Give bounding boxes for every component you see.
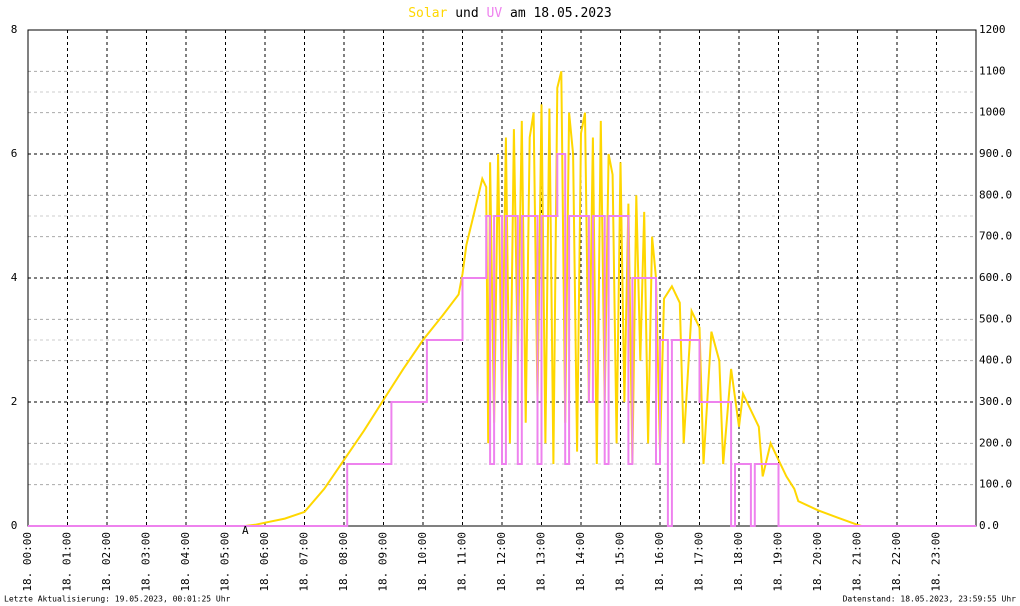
title-solar: Solar: [408, 6, 447, 21]
x-tick-label: 18. 10:00: [416, 532, 429, 592]
x-tick-label: 18. 21:00: [851, 532, 864, 592]
y2-tick-label: 200.0: [979, 436, 1012, 449]
y2-tick-label: 1100: [979, 64, 1006, 77]
y2-tick-label: 400.0: [979, 354, 1012, 367]
y2-tick-label: 500.0: [979, 312, 1012, 325]
x-tick-label: 18. 22:00: [890, 532, 903, 592]
annotation: A: [242, 524, 249, 537]
y2-tick-label: 100.0: [979, 478, 1012, 491]
x-tick-label: 18. 11:00: [456, 532, 469, 592]
series-line: [28, 153, 976, 527]
x-tick-label: 18. 15:00: [614, 532, 627, 592]
x-tick-label: 18. 19:00: [772, 532, 785, 592]
title-und: und: [455, 6, 478, 21]
y2-tick-label: 600.0: [979, 271, 1012, 284]
y-tick-label: 0: [11, 519, 18, 532]
x-tick-label: 18. 18:00: [732, 532, 745, 592]
y-tick-label: 2: [11, 395, 18, 408]
y-tick-label: 4: [11, 271, 18, 284]
x-tick-label: 18. 16:00: [653, 532, 666, 592]
x-tick-label: 18. 01:00: [61, 532, 74, 592]
x-tick-label: 18. 14:00: [574, 532, 587, 592]
x-tick-label: 18. 08:00: [337, 532, 350, 592]
x-tick-label: 18. 03:00: [140, 532, 153, 592]
x-tick-label: 18. 12:00: [495, 532, 508, 592]
y-tick-label: 6: [11, 147, 18, 160]
plot-frame: [27, 29, 977, 527]
x-tick-label: 18. 00:00: [21, 532, 34, 592]
x-tick-label: 18. 02:00: [100, 532, 113, 592]
y-tick-label: 8: [11, 23, 18, 36]
title-uv: UV: [487, 6, 503, 21]
y2-tick-label: 900.0: [979, 147, 1012, 160]
x-tick-label: 18. 23:00: [930, 532, 943, 592]
x-tick-label: 18. 07:00: [298, 532, 311, 592]
title-date: am 18.05.2023: [510, 6, 612, 21]
y2-tick-label: 300.0: [979, 395, 1012, 408]
chart-title: Solar und UV am 18.05.2023: [408, 6, 612, 21]
x-tick-label: 18. 05:00: [219, 532, 232, 592]
y2-tick-label: 1000: [979, 106, 1006, 119]
footer-left: Letzte Aktualisierung: 19.05.2023, 00:01…: [4, 595, 231, 604]
x-tick-label: 18. 04:00: [179, 532, 192, 592]
y2-tick-label: 0.0: [979, 519, 999, 532]
x-tick-label: 18. 09:00: [377, 532, 390, 592]
series-line: [28, 71, 976, 527]
x-tick-label: 18. 13:00: [535, 532, 548, 592]
y2-tick-label: 800.0: [979, 188, 1012, 201]
y2-tick-label: 700.0: [979, 230, 1012, 243]
footer-right: Datenstand: 18.05.2023, 23:59:55 Uhr: [843, 595, 1017, 604]
x-tick-label: 18. 20:00: [811, 532, 824, 592]
y2-tick-label: 1200: [979, 23, 1006, 36]
x-tick-label: 18. 06:00: [258, 532, 271, 592]
x-tick-label: 18. 17:00: [693, 532, 706, 592]
